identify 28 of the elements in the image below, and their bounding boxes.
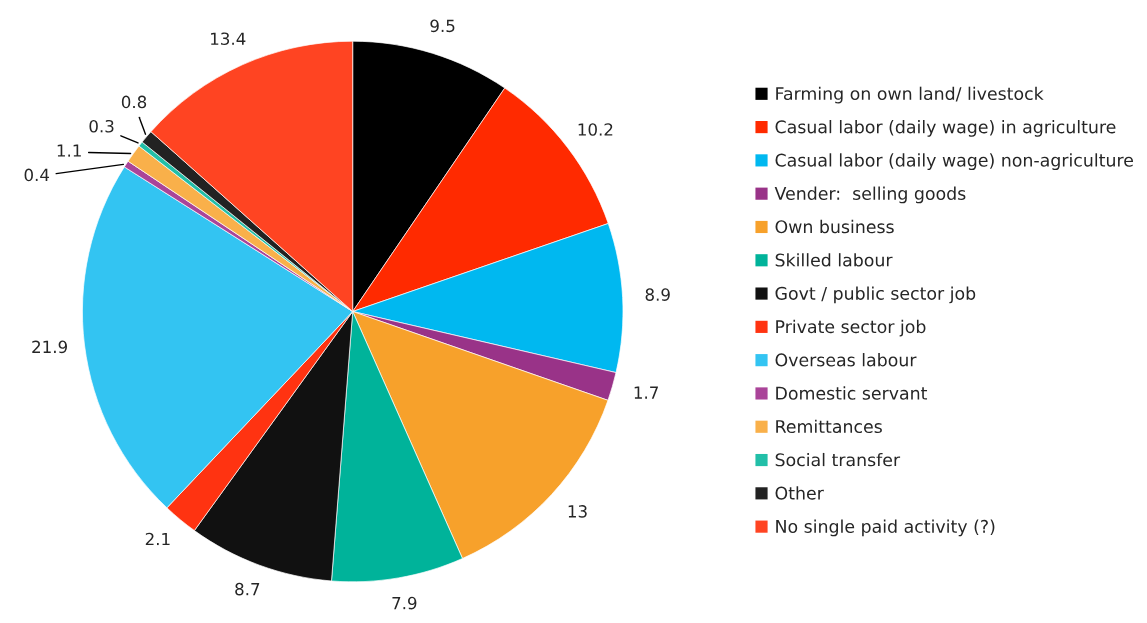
legend-label: No single paid activity (?) <box>776 519 995 537</box>
legend-label: Private sector job <box>776 319 926 337</box>
data-label: 0.4 <box>24 168 50 182</box>
legend-label: Farming on own land/ livestock <box>776 86 1044 104</box>
data-label: 2.1 <box>145 532 170 546</box>
legend-label: Casual labor (daily wage) non-agriculture <box>775 153 1133 171</box>
data-label: 8.9 <box>645 288 670 301</box>
data-label: 10.2 <box>578 123 613 136</box>
legend-label: Vender: selling goods <box>774 186 966 204</box>
data-label: 21.9 <box>32 340 67 354</box>
legend-label: Govt / public sector job <box>775 286 976 304</box>
legend-label: Domestic servant <box>776 386 928 400</box>
legend-label: Casual labor (daily wage) in agriculture <box>775 119 1116 137</box>
data-label: 9.5 <box>430 19 455 33</box>
legend-label: Other <box>775 486 824 500</box>
data-label: 7.9 <box>392 596 417 610</box>
data-label: 1.1 <box>57 144 81 157</box>
data-label: 13.4 <box>211 32 246 46</box>
legend-label: Own business <box>775 219 894 234</box>
legend-label: Skilled labour <box>775 253 893 267</box>
data-label: 13 <box>568 505 587 518</box>
legend-label: Remittances <box>776 419 882 434</box>
data-label: 0.3 <box>89 119 114 133</box>
legend-label: Overseas labour <box>775 353 917 367</box>
data-label: 1.7 <box>634 386 658 399</box>
data-label: 0.8 <box>121 95 147 109</box>
data-label: 8.7 <box>235 582 260 596</box>
legend-label: Social transfer <box>775 452 901 467</box>
